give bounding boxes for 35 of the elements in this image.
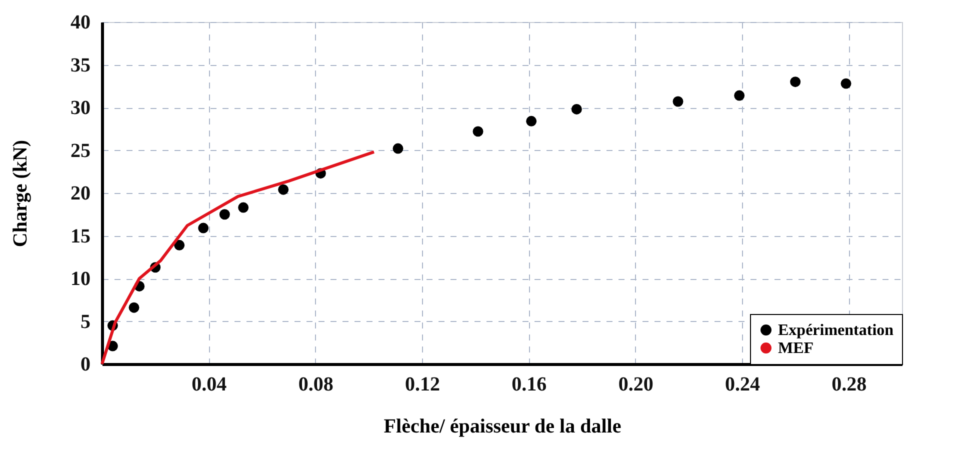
y-tick-label: 0 xyxy=(80,354,90,376)
y-tick-label: 25 xyxy=(70,140,90,162)
legend-label: Expérimentation xyxy=(778,322,894,339)
y-tick-label: 15 xyxy=(70,225,90,248)
x-tick-label: 0.28 xyxy=(832,374,867,396)
point xyxy=(734,90,745,101)
y-tick-label: 20 xyxy=(70,182,90,204)
point xyxy=(526,116,537,126)
point xyxy=(840,78,852,89)
x-tick-label: 0.20 xyxy=(618,374,654,396)
point xyxy=(278,184,289,195)
point xyxy=(198,222,209,234)
x-tick-label: 0.12 xyxy=(405,374,440,396)
y-axis-title: Charge (kN) xyxy=(10,140,32,248)
x-tick-label: 0.16 xyxy=(512,374,547,396)
y-tick-label: 40 xyxy=(70,12,90,34)
x-axis-title: Flèche/ épaisseur de la dalle xyxy=(384,416,622,438)
point xyxy=(128,302,140,313)
x-tick-label: 0.08 xyxy=(298,374,334,396)
y-tick-label: 30 xyxy=(70,97,90,119)
legend-label: MEF xyxy=(778,340,814,357)
y-tick-label: 10 xyxy=(70,268,90,290)
point xyxy=(238,202,249,213)
line-series xyxy=(100,150,376,366)
point xyxy=(472,126,484,137)
y-tick-label: 5 xyxy=(80,310,90,333)
point xyxy=(174,240,185,250)
x-tick-label: 0.24 xyxy=(725,374,760,396)
point xyxy=(392,143,404,154)
point xyxy=(571,104,582,114)
point xyxy=(672,96,684,107)
point xyxy=(219,209,230,220)
point xyxy=(790,76,801,88)
y-tick-label: 35 xyxy=(70,54,90,76)
x-tick-label: 0.04 xyxy=(192,374,227,396)
